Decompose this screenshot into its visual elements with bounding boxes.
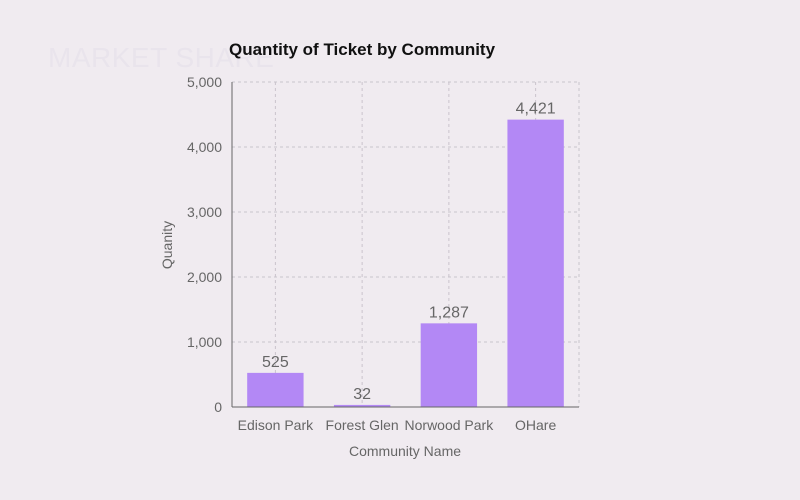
data-labels: 525 32 1,287 4,421	[262, 101, 556, 403]
y-tick-label: 5,000	[187, 74, 222, 90]
x-tick-label: Forest Glen	[326, 417, 399, 433]
axes	[231, 82, 579, 408]
y-tick-label: 0	[214, 399, 222, 415]
bar	[333, 404, 391, 407]
data-label: 525	[262, 354, 289, 371]
bar	[507, 119, 564, 407]
y-axis-title: Quanity	[159, 221, 175, 269]
y-tick-label: 4,000	[187, 139, 222, 155]
data-label: 4,421	[516, 101, 556, 118]
bar	[247, 372, 304, 407]
y-tick-label: 1,000	[187, 334, 222, 350]
y-tick-label: 2,000	[187, 269, 222, 285]
x-tick-label: OHare	[515, 417, 556, 433]
chart-title: Quantity of Ticket by Community	[229, 40, 496, 59]
data-label: 32	[353, 386, 371, 403]
x-axis-title: Community Name	[349, 443, 461, 459]
bar	[420, 323, 478, 407]
x-tick-labels: Edison Park Forest Glen Norwood Park OHare	[238, 417, 557, 433]
x-tick-label: Norwood Park	[405, 417, 495, 433]
bars	[247, 119, 564, 407]
x-tick-label: Edison Park	[238, 417, 314, 433]
watermark-text: MARKET SHARE	[48, 42, 275, 73]
data-label: 1,287	[429, 304, 469, 321]
y-tick-labels: 0 1,000 2,000 3,000 4,000 5,000	[187, 74, 222, 415]
y-tick-label: 3,000	[187, 204, 222, 220]
